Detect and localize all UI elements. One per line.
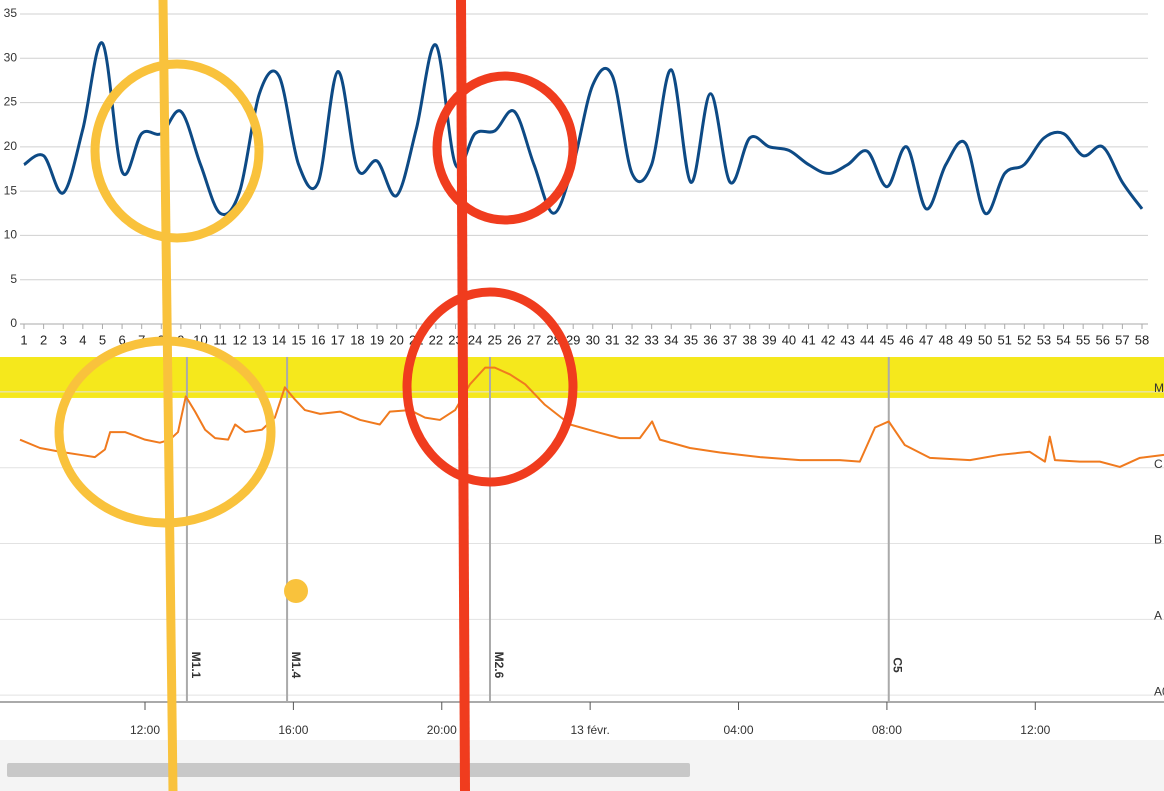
flare-label: M2.6 (492, 652, 506, 679)
x-tick-label: 12 (233, 332, 247, 347)
yellow-dot (284, 579, 308, 603)
x-tick-label: 12:00 (130, 723, 160, 737)
y-tick-label: A (1154, 609, 1162, 623)
y-tick-label: 20 (4, 139, 18, 153)
flare-label: M1.1 (189, 652, 203, 679)
x-tick-label: 14 (272, 332, 286, 347)
x-tick-label: 50 (978, 332, 992, 347)
x-tick-label: 45 (880, 332, 894, 347)
highlight-band (0, 357, 1164, 398)
x-tick-label: 55 (1076, 332, 1090, 347)
x-tick-label: 29 (566, 332, 580, 347)
x-tick-label: 6 (118, 332, 125, 347)
x-tick-label: 48 (939, 332, 953, 347)
x-tick-label: 13 févr. (570, 723, 609, 737)
x-tick-label: 38 (742, 332, 756, 347)
yellow-line (158, 0, 178, 791)
overlay (54, 0, 578, 791)
x-tick-label: 4 (79, 332, 86, 347)
y-tick-label: 25 (4, 95, 18, 109)
x-tick-label: 34 (664, 332, 678, 347)
x-tick-label: 12:00 (1020, 723, 1050, 737)
x-tick-label: 13 (252, 332, 266, 347)
x-tick-label: 3 (60, 332, 67, 347)
y-tick-label: 0 (10, 316, 17, 330)
x-tick-label: 42 (821, 332, 835, 347)
red-circle (432, 71, 578, 225)
x-tick-label: 52 (1017, 332, 1031, 347)
x-tick-label: 39 (762, 332, 776, 347)
x-tick-label: 54 (1056, 332, 1070, 347)
x-tick-label: 20:00 (427, 723, 457, 737)
x-tick-label: 47 (919, 332, 933, 347)
x-tick-label: 57 (1115, 332, 1129, 347)
x-tick-label: 20 (389, 332, 403, 347)
x-tick-label: 35 (684, 332, 698, 347)
x-tick-label: 49 (958, 332, 972, 347)
x-tick-label: 1 (20, 332, 27, 347)
y-tick-label: 15 (4, 183, 18, 197)
x-tick-label: 15 (291, 332, 305, 347)
y-tick-label: A0 (1154, 684, 1164, 698)
x-tick-label: 30 (586, 332, 600, 347)
y-tick-label: 35 (4, 6, 18, 20)
x-tick-label: 51 (997, 332, 1011, 347)
x-tick-label: 27 (527, 332, 541, 347)
x-tick-label: 36 (703, 332, 717, 347)
x-tick-label: 33 (644, 332, 658, 347)
x-tick-label: 16 (311, 332, 325, 347)
y-tick-label: B (1154, 533, 1162, 547)
x-tick-label: 19 (370, 332, 384, 347)
x-tick-label: 44 (860, 332, 874, 347)
y-tick-label: C (1154, 457, 1163, 471)
x-tick-label: 31 (605, 332, 619, 347)
scrollbar[interactable] (7, 763, 690, 777)
y-tick-label: 30 (4, 50, 18, 64)
red-circle (402, 287, 578, 487)
x-tick-label: 58 (1135, 332, 1149, 347)
x-tick-label: 40 (782, 332, 796, 347)
y-tick-label: M (1154, 381, 1164, 395)
x-tick-label: 37 (723, 332, 737, 347)
x-tick-label: 04:00 (724, 723, 754, 737)
y-tick-label: 10 (4, 228, 18, 242)
flare-label: M1.4 (289, 652, 303, 679)
x-tick-label: 46 (899, 332, 913, 347)
x-tick-label: 16:00 (278, 723, 308, 737)
x-tick-label: 22 (429, 332, 443, 347)
x-tick-label: 43 (841, 332, 855, 347)
yellow-circle (90, 59, 264, 243)
x-tick-label: 32 (625, 332, 639, 347)
x-tick-label: 56 (1096, 332, 1110, 347)
x-tick-label: 08:00 (872, 723, 902, 737)
x-tick-label: 5 (99, 332, 106, 347)
y-tick-label: 5 (10, 272, 17, 286)
x-tick-label: 26 (507, 332, 521, 347)
yellow-circle (54, 336, 276, 528)
x-tick-label: 17 (331, 332, 345, 347)
x-tick-label: 18 (350, 332, 364, 347)
x-tick-label: 53 (1037, 332, 1051, 347)
x-tick-label: 24 (468, 332, 482, 347)
x-tick-label: 41 (801, 332, 815, 347)
red-line (456, 0, 470, 791)
x-tick-label: 2 (40, 332, 47, 347)
x-tick-label: 25 (488, 332, 502, 347)
flare-label: C5 (891, 657, 905, 673)
x-tick-label: 11 (213, 332, 227, 347)
